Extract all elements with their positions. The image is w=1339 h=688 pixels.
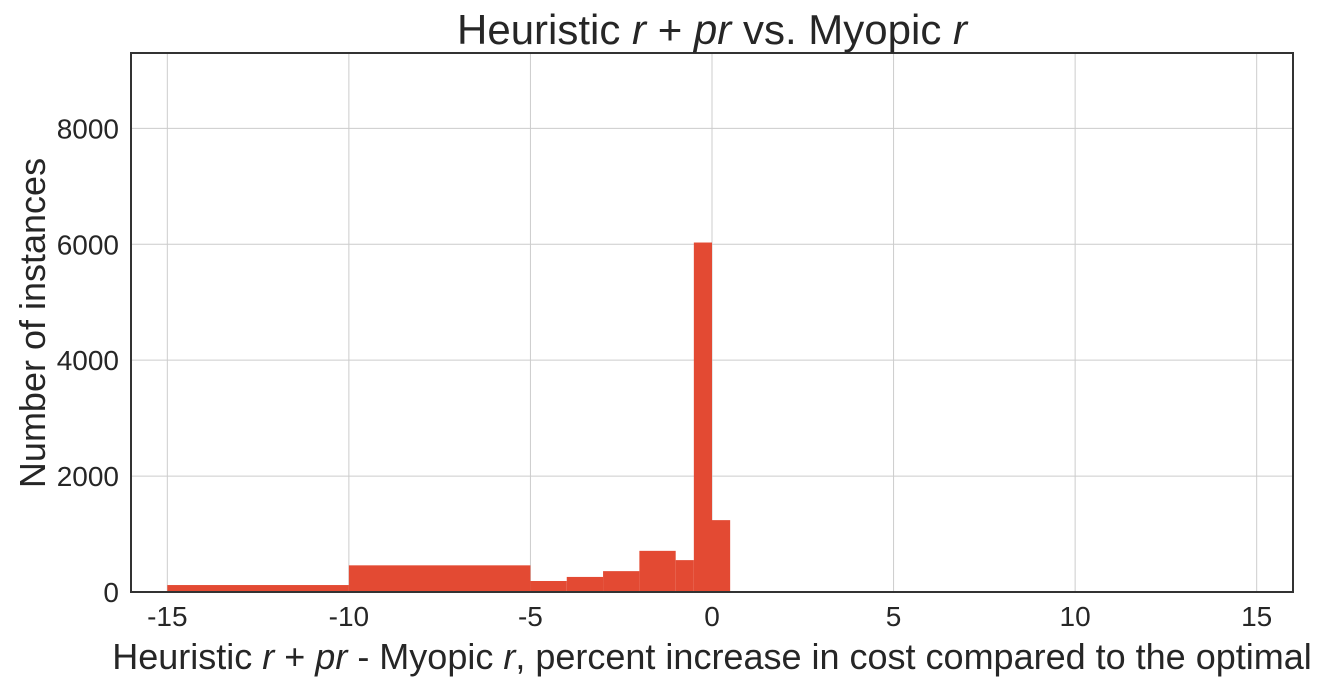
histogram-bar [566, 576, 604, 592]
x-tick-label: -5 [518, 601, 543, 632]
x-tick-label: -10 [329, 601, 369, 632]
xlabel-part-5: r [503, 636, 517, 677]
y-tick-label: 2000 [57, 461, 119, 492]
histogram-bar [712, 520, 731, 592]
histogram-bar [675, 560, 694, 592]
y-axis-label: Number of instances [12, 158, 53, 488]
x-tick-labels: -15 -10 -5 0 5 10 15 [147, 601, 1272, 632]
x-tick-label: 15 [1241, 601, 1272, 632]
histogram-bars [167, 242, 731, 592]
title-part-1: r [632, 6, 648, 53]
y-tick-label: 0 [103, 577, 119, 608]
x-tick-label: 0 [704, 601, 720, 632]
title-part-0: Heuristic [457, 6, 632, 53]
histogram-bar [530, 580, 567, 592]
histogram-bar [603, 571, 640, 592]
title-part-3: pr [692, 6, 733, 53]
x-tick-label: 10 [1060, 601, 1091, 632]
xlabel-part-1: r [262, 636, 276, 677]
chart-title: Heuristic r + pr vs. Myopic r [457, 6, 969, 53]
xlabel-part-3: pr [314, 636, 349, 677]
y-tick-label: 6000 [57, 229, 119, 260]
histogram-bar [639, 550, 676, 592]
xlabel-part-2: + [274, 636, 315, 677]
histogram-bar [167, 585, 349, 592]
title-part-4: vs. Myopic [731, 6, 953, 53]
xlabel-part-4: - Myopic [347, 636, 503, 677]
title-part-5: r [953, 6, 969, 53]
xlabel-part-0: Heuristic [112, 636, 262, 677]
histogram-bar [693, 242, 712, 592]
histogram-bar [348, 565, 531, 592]
y-tick-labels: 0 2000 4000 6000 8000 [57, 113, 119, 608]
x-tick-label: 5 [886, 601, 902, 632]
y-tick-label: 4000 [57, 345, 119, 376]
title-part-2: + [646, 6, 694, 53]
plot-frame [130, 52, 1294, 593]
x-axis-label: Heuristic r + pr - Myopic r, percent inc… [112, 636, 1312, 677]
y-tick-label: 8000 [57, 113, 119, 144]
xlabel-part-6: , percent increase in cost compared to t… [515, 636, 1311, 677]
x-tick-label: -15 [147, 601, 187, 632]
